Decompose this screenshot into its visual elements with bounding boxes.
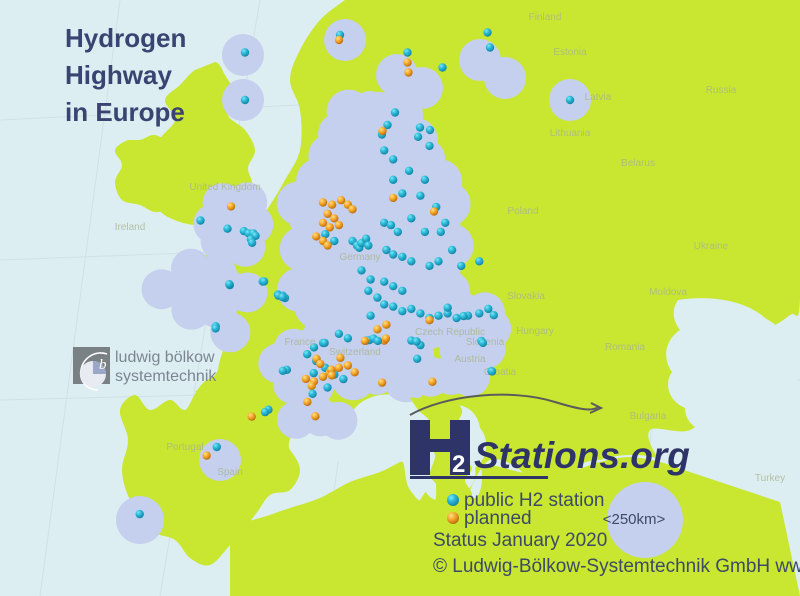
svg-text:planned: planned <box>464 508 532 529</box>
svg-text:Ukraine: Ukraine <box>694 241 729 252</box>
svg-text:Hungary: Hungary <box>516 326 554 337</box>
svg-text:Germany: Germany <box>339 252 380 263</box>
svg-text:Austria: Austria <box>454 354 486 365</box>
svg-text:Romania: Romania <box>605 342 645 353</box>
svg-text:Estonia: Estonia <box>553 47 587 58</box>
svg-text:France: France <box>284 337 316 348</box>
svg-text:Bulgaria: Bulgaria <box>630 411 667 422</box>
svg-text:Russia: Russia <box>706 85 737 96</box>
svg-text:in Europe: in Europe <box>65 97 185 127</box>
svg-text:Moldova: Moldova <box>649 287 687 298</box>
svg-text:Turkey: Turkey <box>755 473 785 484</box>
svg-text:Portugal: Portugal <box>166 442 203 453</box>
svg-text:<250km>: <250km> <box>603 511 666 528</box>
svg-text:b: b <box>99 357 107 373</box>
svg-text:United Kingdom: United Kingdom <box>189 182 260 193</box>
svg-text:Belarus: Belarus <box>621 158 655 169</box>
svg-text:Ireland: Ireland <box>115 222 146 233</box>
svg-text:systemtechnik: systemtechnik <box>115 368 217 385</box>
svg-text:Finland: Finland <box>529 12 562 23</box>
svg-text:Highway: Highway <box>65 60 172 90</box>
svg-text:© Ludwig-Bölkow-Systemtechnik: © Ludwig-Bölkow-Systemtechnik GmbH www.l… <box>433 556 800 577</box>
svg-text:Lithuania: Lithuania <box>550 128 591 139</box>
svg-text:ludwig bölkow: ludwig bölkow <box>115 349 215 366</box>
svg-text:Poland: Poland <box>507 206 538 217</box>
svg-text:Spain: Spain <box>217 467 243 478</box>
svg-text:Stations.org: Stations.org <box>474 435 690 476</box>
svg-text:Status January 2020: Status January 2020 <box>433 530 607 551</box>
svg-text:Hydrogen: Hydrogen <box>65 23 186 53</box>
svg-text:2: 2 <box>452 451 465 478</box>
svg-text:Slovakia: Slovakia <box>507 291 545 302</box>
svg-text:Latvia: Latvia <box>585 92 612 103</box>
